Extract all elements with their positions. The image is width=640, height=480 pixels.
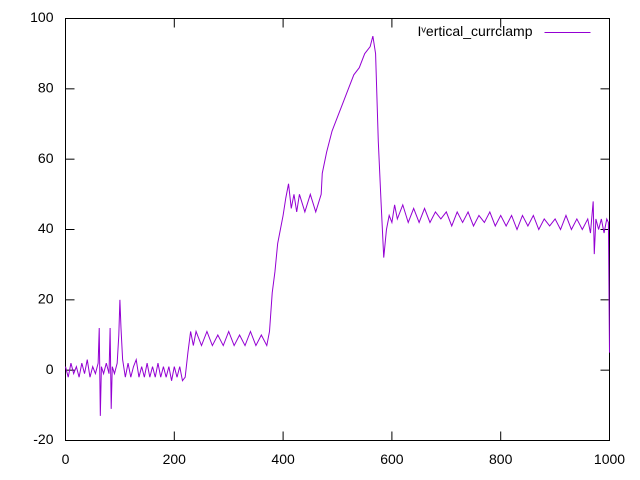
x-tick-label: 200 (163, 451, 187, 467)
y-tick-label: 100 (30, 9, 54, 25)
legend-label: Iᵛertical_currclamp (418, 23, 533, 39)
y-tick-label: 0 (46, 361, 54, 377)
data-line (65, 35, 610, 416)
y-tick-label: 20 (38, 291, 54, 307)
x-tick-label: 800 (489, 451, 513, 467)
x-tick-label: 600 (380, 451, 404, 467)
plot-border (65, 18, 610, 441)
y-tick-label: 80 (38, 80, 54, 96)
y-tick-label: 60 (38, 150, 54, 166)
x-tick-label: 0 (62, 451, 70, 467)
y-tick-label: 40 (38, 220, 54, 236)
y-tick-label: -20 (33, 431, 53, 447)
x-tick-label: 400 (271, 451, 295, 467)
x-tick-label: 1000 (594, 451, 625, 467)
